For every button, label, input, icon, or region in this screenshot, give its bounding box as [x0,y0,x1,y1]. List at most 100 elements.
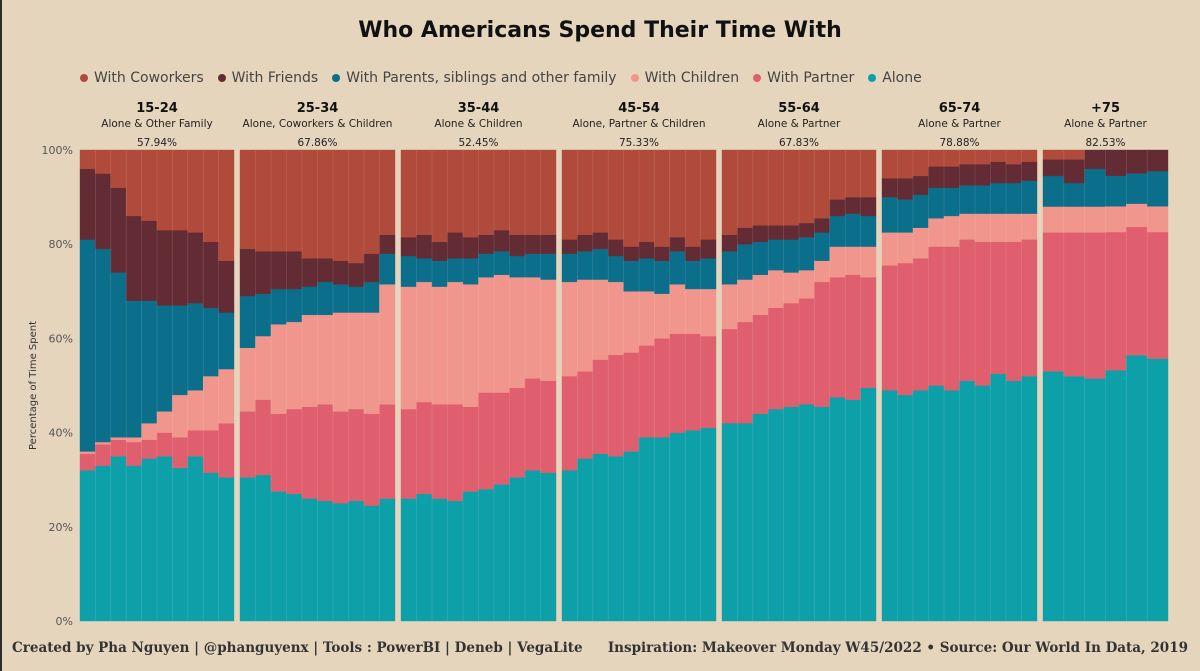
bar-segment-with-friends [912,175,929,195]
bar-segment-with-children [110,437,127,440]
bar-segment-with-parents-siblings-and-other-family [990,182,1007,214]
bar-segment-with-friends [897,178,914,200]
bar-segment-with-coworkers [928,149,945,167]
bar-segment-with-friends [990,161,1007,184]
bar-segment-alone [363,505,380,622]
footer-source: Inspiration: Makeover Monday W45/2022 • … [607,640,1188,656]
bar-segment-with-parents-siblings-and-other-family [431,260,448,287]
bar-segment-with-children [270,324,287,414]
bar-segment-with-partner [721,328,738,424]
legend-dot-children [630,74,639,82]
bar-segment-with-partner [1021,239,1038,377]
legend-item-coworkers[interactable]: With Coworkers [80,70,204,86]
bar-segment-with-parents-siblings-and-other-family [608,255,624,283]
bar-segment-with-children [943,215,960,247]
bar-segment-with-partner [959,239,976,381]
bar-segment-with-coworkers [348,149,365,264]
bar-segment-with-children [912,227,929,259]
bar-segment-with-partner [768,307,784,410]
bar-segment-with-friends [928,166,945,188]
bar-segment-with-partner [447,404,464,502]
bar-segment-alone [270,491,287,622]
bar-segment-with-children [798,269,815,299]
bar-segment-with-partner [1084,232,1106,379]
bar-segment-alone [881,390,898,622]
panel-percentage: 67.86% [297,137,337,149]
bar-segment-alone [379,498,396,622]
bar-segment-with-parents-siblings-and-other-family [845,213,861,247]
bar-segment-with-parents-siblings-and-other-family [141,300,158,424]
legend-item-partner[interactable]: With Partner [753,70,854,86]
bar-segment-alone [1021,375,1038,622]
legend-item-family[interactable]: With Parents, siblings and other family [332,70,617,86]
bar-segment-alone [1063,375,1085,622]
panel-percentage: 82.53% [1085,137,1125,149]
panel-subtitle: Alone & Partner [758,118,841,130]
bar-segment-with-children [125,437,142,443]
legend-item-friends[interactable]: With Friends [217,70,318,86]
bar-segment-with-friends [239,248,256,297]
bar-segment-with-parents-siblings-and-other-family [829,215,846,247]
bar-segment-alone [959,380,976,622]
panel-age-label: 25-34 [297,101,339,116]
bar-segment-with-parents-siblings-and-other-family [400,255,417,287]
bar-segment-with-partner [608,354,624,457]
bar-segment-alone [928,385,945,622]
bar-segment-with-parents-siblings-and-other-family [814,232,831,261]
bar-segment-with-parents-siblings-and-other-family [540,253,557,280]
bar-segment-with-partner [286,408,303,495]
bar-segment-alone [156,455,173,622]
bar-segment-with-partner [897,262,914,396]
bar-segment-with-coworkers [540,149,557,235]
bar-segment-with-partner [700,335,717,429]
legend-label-family: With Parents, siblings and other family [346,70,617,86]
bar-segment-with-parents-siblings-and-other-family [286,288,303,323]
bar-segment-with-coworkers [416,149,433,235]
legend-item-alone[interactable]: Alone [868,70,922,86]
bar-segment-with-partner [928,246,945,386]
bar-segment-with-parents-siblings-and-other-family [943,187,960,217]
bar-segment-with-coworkers [363,149,380,254]
bar-segment-with-parents-siblings-and-other-family [700,258,717,290]
bar-segment-with-parents-siblings-and-other-family [897,199,914,233]
bar-segment-with-children [1021,213,1038,240]
bar-segment-with-coworkers [860,149,877,198]
bar-segment-with-partner [912,258,929,391]
bar-segment-with-children [959,213,976,240]
bar-segment-with-parents-siblings-and-other-family [524,253,541,278]
legend: With Coworkers With Friends With Parents… [80,70,922,86]
bar-segment-with-coworkers [156,149,173,231]
bar-segment-alone [1126,354,1148,622]
legend-item-children[interactable]: With Children [630,70,739,86]
bar-segment-with-coworkers [187,149,204,233]
bar-segment-with-coworkers [255,149,272,252]
bar-segment-with-parents-siblings-and-other-family [638,258,655,292]
bar-segment-with-children [623,291,640,353]
bar-segment-with-coworkers [125,149,142,217]
bar-segment-with-coworkers [592,149,609,233]
bar-segment-with-partner [829,276,846,398]
bar-segment-with-children [416,281,433,403]
bar-segment-with-coworkers [332,149,349,261]
bar-segment-with-children [1005,213,1022,243]
bar-segment-alone [348,500,365,622]
bar-segment-with-friends [416,234,433,259]
bar-segment-alone [1105,370,1127,622]
bar-segment-with-coworkers [608,149,624,240]
bar-segment-with-coworkers [783,149,800,226]
bar-segment-with-partner [239,411,256,478]
bar-segment-with-partner [1126,226,1148,356]
bar-segment-alone [608,455,624,622]
bar-segment-with-friends [478,234,495,254]
panel-age-label: +75 [1091,101,1120,116]
bar-segment-with-friends [400,236,417,257]
bar-segment-with-coworkers [845,149,861,198]
panel-age-label: 55-64 [778,101,820,116]
bar-segment-with-parents-siblings-and-other-family [202,307,219,377]
panel-percentage: 75.33% [619,137,659,149]
bar-segment-with-children [860,246,877,278]
bar-segment-alone [783,406,800,622]
bar-segment-with-parents-siblings-and-other-family [783,239,800,273]
bar-segment-with-friends [752,225,769,243]
y-tick-label: 100% [42,144,73,157]
